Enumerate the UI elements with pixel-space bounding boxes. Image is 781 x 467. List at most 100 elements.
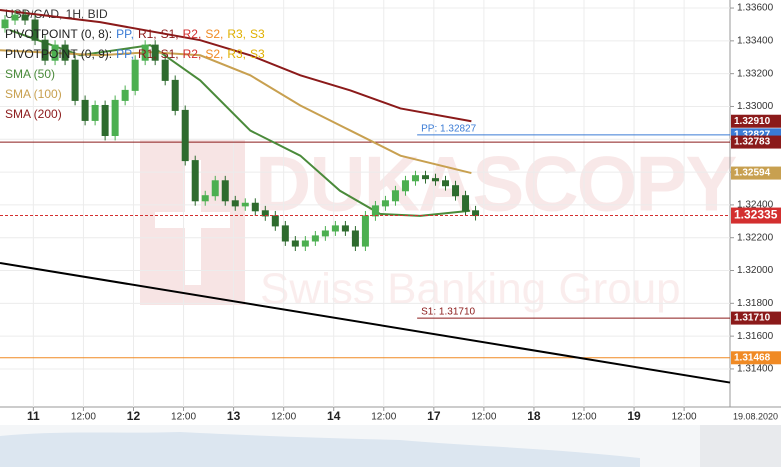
legend-part: R3, <box>227 27 246 41</box>
y-tick-label: 1.31400 <box>737 364 774 375</box>
legend-part: R2, <box>183 47 202 61</box>
x-tick-label: 17 <box>427 409 441 423</box>
x-tick-label: 11 <box>27 409 40 423</box>
x-tick-label: 12:00 <box>171 412 196 423</box>
candle-body <box>201 195 209 202</box>
legend-part: PP, <box>116 47 134 61</box>
y-tick-label: 1.32400 <box>737 200 774 211</box>
candle-body <box>221 180 229 202</box>
legend-part: R2, <box>183 27 202 41</box>
candle-body <box>271 215 279 227</box>
price-tag <box>731 207 781 224</box>
candle-body <box>11 14 19 21</box>
y-tick-label: 1.31600 <box>737 331 774 342</box>
price-tag <box>731 351 781 365</box>
legend-part: PP, <box>116 27 134 41</box>
candle-body <box>462 195 470 212</box>
candle-body <box>421 175 429 180</box>
candle-body <box>301 240 309 247</box>
legend-line: PIVOTPOINT (0, 8): PP, R1, S1, R2, S2, R3, S3 <box>5 27 265 41</box>
candle-body <box>211 180 219 197</box>
candle-body <box>401 180 409 192</box>
y-tick-label: 1.33600 <box>737 3 774 14</box>
price-tag <box>731 166 781 180</box>
candle-body <box>442 180 450 187</box>
candle-body <box>191 160 199 202</box>
candle-body <box>341 225 349 232</box>
y-tick-label: 1.33000 <box>737 101 774 112</box>
candle-body <box>371 205 379 217</box>
candle-body <box>111 99 119 137</box>
candle-body <box>281 225 289 242</box>
candle-body <box>131 59 139 91</box>
candle-body <box>101 104 109 137</box>
legend-part: R1, <box>138 27 157 41</box>
watermark: DUKASCOPY <box>255 140 736 228</box>
price-tag <box>731 114 781 128</box>
candle-body <box>321 230 329 237</box>
x-tick-label: 14 <box>327 409 341 423</box>
legend-part: R1, <box>138 47 157 61</box>
price-tag-label: 1.31468 <box>734 352 771 363</box>
y-tick-label: 1.32200 <box>737 232 774 243</box>
price-tag-label: 1.31710 <box>734 313 771 324</box>
candle-body <box>41 39 49 61</box>
candle-body <box>311 235 319 242</box>
x-tick-label: 18 <box>527 409 541 423</box>
y-tick-label: 1.33200 <box>737 68 774 79</box>
legend-title: USD/CAD, 1H, BID <box>5 7 108 21</box>
price-tag-label: 1.32783 <box>734 137 771 148</box>
legend-text: PIVOTPOINT (0, 8): <box>5 27 112 41</box>
x-tick-label: 12:00 <box>571 412 596 423</box>
candle-body <box>151 44 159 61</box>
level-label: S1: 1.31710 <box>421 307 475 318</box>
candle-body <box>71 59 79 101</box>
candle-body <box>31 19 39 41</box>
sma-line <box>0 49 472 175</box>
legend-part: S3 <box>250 27 265 41</box>
price-tag <box>731 135 781 149</box>
candle-body <box>241 202 249 207</box>
candle-body <box>171 79 179 111</box>
legend-part: S3 <box>250 47 265 61</box>
x-tick-label: 12:00 <box>271 412 296 423</box>
candle-body <box>161 59 169 81</box>
candle-body <box>81 99 89 121</box>
candle-body <box>452 185 460 197</box>
candle-body <box>411 175 419 182</box>
price-tag-label: 1.32335 <box>734 208 778 222</box>
legend-part: S1, <box>161 47 179 61</box>
candle-body <box>291 240 299 247</box>
y-tick-label: 1.33400 <box>737 35 774 46</box>
price-tag-label: 1.32827 <box>734 129 771 140</box>
candle-body <box>391 190 399 202</box>
candle-body <box>181 109 189 162</box>
legend-entry: SMA (200) <box>5 107 62 121</box>
candle-body <box>141 44 149 61</box>
x-cursor-label: 19.08.2020 <box>733 411 778 421</box>
sma-line <box>0 9 472 123</box>
candle-body <box>331 225 339 232</box>
trend-line <box>0 261 731 384</box>
legend-line: PIVOTPOINT (0, 9): PP, R1, S1, R2, S2, R3, S3 <box>5 47 265 61</box>
candle-body <box>21 14 29 21</box>
x-tick-label: 19 <box>627 409 641 423</box>
candle-body <box>91 104 99 121</box>
legend-entry: SMA (100) <box>5 87 62 101</box>
candle-body <box>121 89 129 101</box>
candle-body <box>51 44 59 61</box>
legend-entry: SMA (50) <box>5 67 55 81</box>
price-tag-label: 1.32594 <box>734 168 771 179</box>
x-tick-label: 12:00 <box>672 412 697 423</box>
level-label: PP: 1.32827 <box>421 123 476 134</box>
legend-text: PIVOTPOINT (0, 9): <box>5 47 112 61</box>
y-tick-label: 1.32000 <box>737 265 774 276</box>
candle-body <box>1 19 9 29</box>
candle-body <box>472 210 480 217</box>
x-tick-label: 13 <box>227 409 241 423</box>
sma-line <box>9 29 471 217</box>
x-tick-label: 12 <box>127 409 141 423</box>
legend-part: S2, <box>205 47 223 61</box>
candle-body <box>361 215 369 247</box>
